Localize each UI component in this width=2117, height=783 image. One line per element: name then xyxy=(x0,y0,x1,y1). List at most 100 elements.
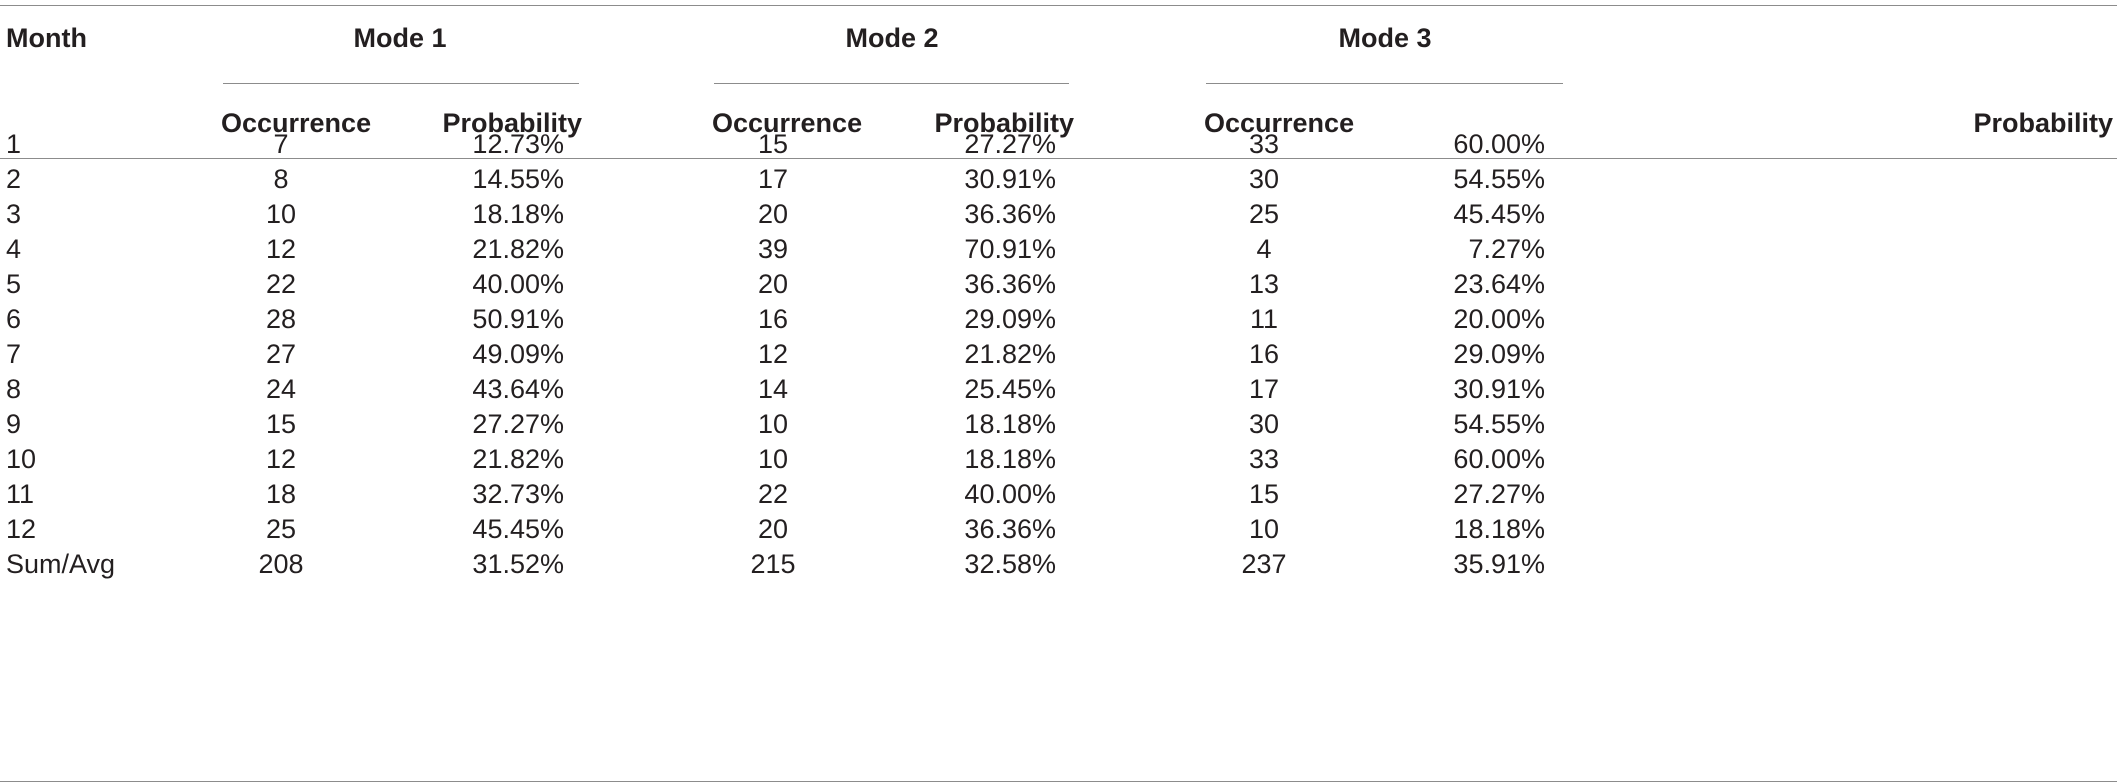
cell-probability-mode-2: 18.18% xyxy=(964,409,1056,439)
cell-occurrence-mode-2: 10 xyxy=(757,409,789,439)
cell-probability-mode-2: 70.91% xyxy=(964,234,1056,264)
cell-probability-mode-3: 18.18% xyxy=(1453,514,1545,544)
cell-month: 9 xyxy=(6,409,22,439)
cell-probability-mode-1: 27.27% xyxy=(472,409,564,439)
cell-probability-mode-1: 12.73% xyxy=(472,129,564,159)
cell-month: 7 xyxy=(6,339,22,369)
cell-occurrence-mode-1: 18 xyxy=(265,479,297,509)
cell-occurrence-mode-1: 15 xyxy=(265,409,297,439)
cell-occurrence-mode-3: 33 xyxy=(1248,129,1280,159)
cell-probability-mode-3: 30.91% xyxy=(1453,374,1545,404)
cell-occurrence-mode-3: 15 xyxy=(1248,479,1280,509)
group-header-mode-1: Mode 1 xyxy=(353,23,447,53)
group-header-mode-3: Mode 3 xyxy=(1338,23,1432,53)
cell-probability-mode-2: 27.27% xyxy=(964,129,1056,159)
cell-probability-mode-3: 29.09% xyxy=(1453,339,1545,369)
cell-probability-mode-3: 54.55% xyxy=(1453,164,1545,194)
cell-month: 6 xyxy=(6,304,22,334)
cell-occurrence-mode-1: 12 xyxy=(265,444,297,474)
cell-occurrence-mode-1: 25 xyxy=(265,514,297,544)
cell-occurrence-mode-1: 24 xyxy=(265,374,297,404)
cell-probability-mode-1: 45.45% xyxy=(472,514,564,544)
cell-month: Sum/Avg xyxy=(6,549,116,579)
cell-occurrence-mode-1: 10 xyxy=(265,199,297,229)
cell-occurrence-mode-3: 30 xyxy=(1248,409,1280,439)
cell-occurrence-mode-2: 20 xyxy=(757,514,789,544)
cell-occurrence-mode-3: 11 xyxy=(1249,304,1279,334)
cell-probability-mode-2: 30.91% xyxy=(964,164,1056,194)
cell-month: 12 xyxy=(6,514,37,544)
cell-probability-mode-3: 27.27% xyxy=(1453,479,1545,509)
cell-probability-mode-3: 54.55% xyxy=(1453,409,1545,439)
cell-month: 11 xyxy=(6,479,35,509)
cell-occurrence-mode-2: 20 xyxy=(757,199,789,229)
cell-probability-mode-1: 18.18% xyxy=(472,199,564,229)
cell-occurrence-mode-2: 22 xyxy=(757,479,789,509)
cell-probability-mode-1: 31.52% xyxy=(472,549,564,579)
cell-occurrence-mode-2: 12 xyxy=(757,339,789,369)
subheader-occurrence-mode-3: Occurrence xyxy=(1204,108,1355,138)
cell-occurrence-mode-2: 16 xyxy=(757,304,789,334)
subheader-probability-mode-3: Probability xyxy=(1973,108,2113,138)
cell-probability-mode-1: 32.73% xyxy=(472,479,564,509)
cell-occurrence-mode-2: 17 xyxy=(757,164,789,194)
group-rule-mode-3 xyxy=(1206,83,1563,84)
cell-occurrence-mode-3: 25 xyxy=(1248,199,1280,229)
cell-probability-mode-2: 32.58% xyxy=(964,549,1056,579)
cell-probability-mode-3: 60.00% xyxy=(1453,129,1545,159)
group-rule-mode-1 xyxy=(223,83,579,84)
cell-occurrence-mode-1: 7 xyxy=(273,129,289,159)
cell-probability-mode-1: 40.00% xyxy=(472,269,564,299)
subheader-probability-mode-1: Probability xyxy=(442,108,582,138)
cell-occurrence-mode-3: 237 xyxy=(1241,549,1287,579)
cell-occurrence-mode-2: 20 xyxy=(757,269,789,299)
cell-occurrence-mode-2: 10 xyxy=(757,444,789,474)
cell-month: 3 xyxy=(6,199,22,229)
cell-probability-mode-2: 36.36% xyxy=(964,514,1056,544)
cell-occurrence-mode-1: 8 xyxy=(273,164,289,194)
cell-occurrence-mode-2: 14 xyxy=(757,374,789,404)
cell-probability-mode-3: 35.91% xyxy=(1453,549,1545,579)
cell-occurrence-mode-1: 22 xyxy=(265,269,297,299)
group-header-mode-2: Mode 2 xyxy=(845,23,939,53)
cell-probability-mode-1: 43.64% xyxy=(472,374,564,404)
cell-occurrence-mode-3: 30 xyxy=(1248,164,1280,194)
cell-occurrence-mode-1: 208 xyxy=(258,549,304,579)
cell-month: 2 xyxy=(6,164,22,194)
cell-occurrence-mode-3: 16 xyxy=(1248,339,1280,369)
cell-probability-mode-3: 20.00% xyxy=(1453,304,1545,334)
cell-probability-mode-2: 29.09% xyxy=(964,304,1056,334)
header-rule xyxy=(0,158,2117,159)
cell-occurrence-mode-3: 33 xyxy=(1248,444,1280,474)
cell-occurrence-mode-2: 39 xyxy=(757,234,789,264)
cell-probability-mode-2: 36.36% xyxy=(964,199,1056,229)
subheader-occurrence-mode-2: Occurrence xyxy=(712,108,863,138)
group-rule-mode-2 xyxy=(714,83,1069,84)
cell-probability-mode-1: 14.55% xyxy=(472,164,564,194)
cell-occurrence-mode-3: 10 xyxy=(1248,514,1280,544)
subheader-probability-mode-2: Probability xyxy=(934,108,1074,138)
cell-probability-mode-1: 50.91% xyxy=(472,304,564,334)
cell-month: 4 xyxy=(6,234,22,264)
cell-probability-mode-2: 40.00% xyxy=(964,479,1056,509)
cell-occurrence-mode-1: 27 xyxy=(265,339,297,369)
cell-month: 10 xyxy=(6,444,37,474)
cell-occurrence-mode-1: 28 xyxy=(265,304,297,334)
cell-occurrence-mode-2: 215 xyxy=(750,549,796,579)
cell-occurrence-mode-3: 13 xyxy=(1248,269,1280,299)
cell-probability-mode-3: 45.45% xyxy=(1453,199,1545,229)
cell-month: 1 xyxy=(6,129,22,159)
cell-month: 5 xyxy=(6,269,22,299)
subheader-occurrence-mode-1: Occurrence xyxy=(221,108,372,138)
cell-probability-mode-1: 21.82% xyxy=(472,234,564,264)
cell-probability-mode-3: 60.00% xyxy=(1453,444,1545,474)
cell-occurrence-mode-3: 17 xyxy=(1248,374,1280,404)
cell-probability-mode-3: 7.27% xyxy=(1468,234,1545,264)
cell-occurrence-mode-3: 4 xyxy=(1256,234,1272,264)
cell-occurrence-mode-2: 15 xyxy=(757,129,789,159)
cell-probability-mode-1: 49.09% xyxy=(472,339,564,369)
cell-occurrence-mode-1: 12 xyxy=(265,234,297,264)
table-top-rule xyxy=(0,5,2117,6)
cell-probability-mode-2: 25.45% xyxy=(964,374,1056,404)
